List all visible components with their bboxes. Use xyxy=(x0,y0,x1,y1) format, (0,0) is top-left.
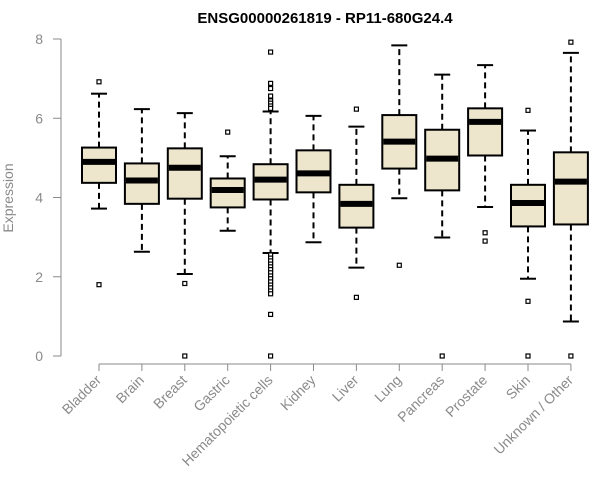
box-kidney xyxy=(295,114,332,244)
outlier-point xyxy=(268,353,274,359)
x-tick-label-lung: Lung xyxy=(371,372,404,405)
outlier-point xyxy=(568,353,574,359)
outlier-point xyxy=(268,93,274,99)
y-tick-label: 8 xyxy=(35,31,43,47)
outlier-point xyxy=(396,262,402,268)
outlier-point xyxy=(268,105,274,111)
outlier-point xyxy=(482,238,488,244)
y-tick-label: 6 xyxy=(35,110,43,126)
outlier-point xyxy=(439,353,445,359)
outlier-point xyxy=(268,291,274,297)
box-gastric xyxy=(209,129,246,232)
outlier-point xyxy=(353,106,359,112)
y-tick-label: 2 xyxy=(35,269,43,285)
x-tick-label-prostate: Prostate xyxy=(442,372,490,420)
box-hematopoietic-cells xyxy=(252,49,289,359)
outlier-point xyxy=(182,280,188,287)
y-tick-label: 4 xyxy=(35,190,43,206)
box-brain xyxy=(123,108,160,253)
y-tick-label: 0 xyxy=(35,348,43,364)
outlier-point xyxy=(525,353,531,359)
x-tick-label-breast: Breast xyxy=(150,372,190,412)
x-tick-label-bladder: Bladder xyxy=(59,372,105,418)
iqr-box xyxy=(81,146,117,184)
outlier-point xyxy=(525,107,531,113)
outlier-point xyxy=(268,85,274,92)
chart-title: ENSG00000261819 - RP11-680G24.4 xyxy=(197,10,453,27)
iqr-box xyxy=(552,151,589,226)
y-axis: 0 2 4 6 8 xyxy=(35,31,62,364)
box-lung xyxy=(381,44,418,268)
outlier-point xyxy=(568,39,574,45)
outlier-point xyxy=(525,298,531,304)
x-tick-label-kidney: Kidney xyxy=(277,372,319,414)
iqr-box xyxy=(166,147,203,200)
outlier-point xyxy=(225,129,231,135)
x-tick-label-pancreas: Pancreas xyxy=(394,372,447,425)
x-tick-label-liver: Liver xyxy=(329,372,362,405)
plot-area xyxy=(81,39,589,359)
box-bladder xyxy=(81,79,117,288)
box-pancreas xyxy=(424,73,461,359)
outlier-point xyxy=(182,353,188,359)
outlier-point xyxy=(268,49,274,55)
box-liver xyxy=(338,106,375,300)
outlier-point xyxy=(96,79,102,85)
box-skin xyxy=(510,107,546,359)
outlier-point xyxy=(353,294,359,300)
x-tick-label-skin: Skin xyxy=(503,372,534,403)
x-tick-label-brain: Brain xyxy=(113,372,147,406)
box-breast xyxy=(166,112,203,359)
outlier-point xyxy=(268,311,274,317)
iqr-box xyxy=(467,107,504,157)
y-axis-label: Expression xyxy=(0,163,16,232)
box-prostate xyxy=(467,64,504,244)
outlier-point xyxy=(482,230,488,236)
x-tick-label-gastric: Gastric xyxy=(190,372,233,415)
x-tick-label-unknown-other: Unknown / Other xyxy=(490,372,576,458)
outlier-point xyxy=(96,282,102,288)
outlier-point xyxy=(268,80,274,86)
box-unknown-other xyxy=(552,39,589,359)
iqr-box xyxy=(123,162,160,205)
